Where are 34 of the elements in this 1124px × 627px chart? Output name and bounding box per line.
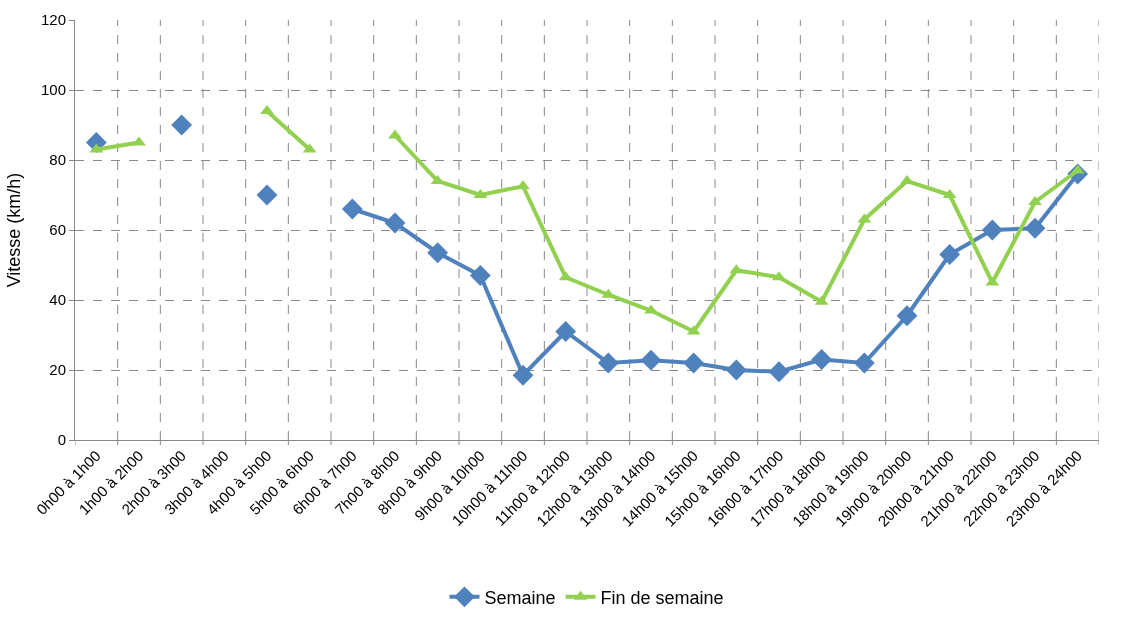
y-tick-label: 40 bbox=[49, 291, 66, 309]
y-axis-title: Vitesse (km/h) bbox=[4, 172, 25, 288]
point bbox=[939, 244, 961, 265]
y-tick-label: 60 bbox=[49, 221, 66, 239]
point bbox=[427, 242, 449, 264]
point bbox=[1024, 217, 1046, 239]
point bbox=[132, 136, 146, 146]
point bbox=[597, 352, 619, 374]
point bbox=[896, 305, 918, 327]
y-tick-label: 20 bbox=[49, 361, 66, 379]
point bbox=[384, 212, 406, 234]
point bbox=[469, 265, 491, 286]
point bbox=[171, 114, 193, 136]
y-tick-label: 100 bbox=[40, 81, 66, 99]
point bbox=[853, 352, 875, 374]
point bbox=[341, 198, 363, 220]
y-tick-label: 120 bbox=[40, 11, 66, 29]
point bbox=[512, 364, 534, 386]
y-tick-label: 0 bbox=[57, 431, 66, 449]
point bbox=[811, 349, 833, 370]
point bbox=[981, 219, 1003, 241]
point bbox=[644, 304, 658, 314]
point bbox=[683, 352, 705, 374]
point bbox=[768, 361, 790, 383]
point bbox=[516, 180, 530, 190]
legend-label: Semaine bbox=[484, 587, 556, 608]
y-tick-label: 80 bbox=[49, 151, 66, 169]
point bbox=[725, 359, 747, 381]
point bbox=[256, 184, 278, 206]
point bbox=[640, 349, 662, 371]
point bbox=[555, 321, 577, 342]
legend-label: Fin de semaine bbox=[600, 587, 724, 608]
point bbox=[772, 271, 786, 281]
point bbox=[388, 129, 402, 139]
